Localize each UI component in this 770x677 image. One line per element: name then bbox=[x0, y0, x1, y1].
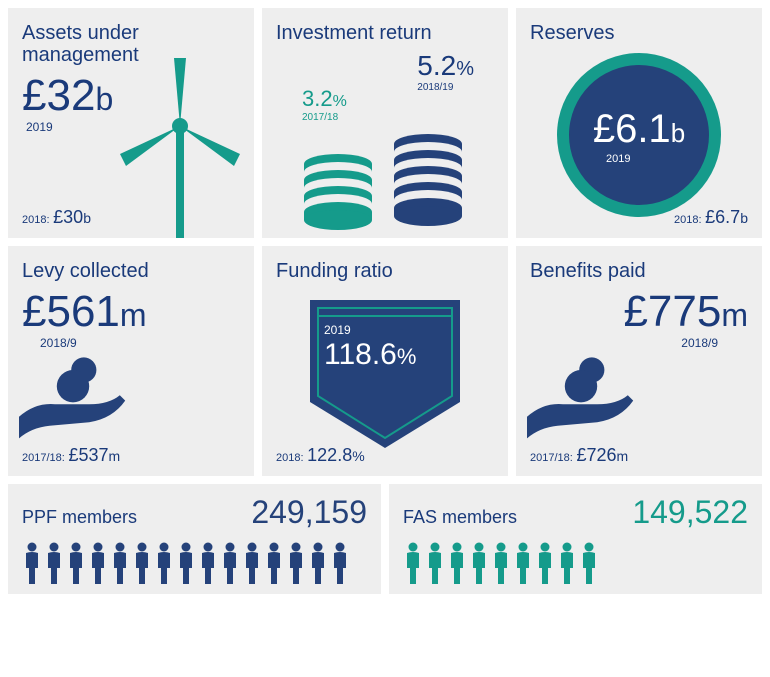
hand-coins-icon bbox=[526, 352, 636, 442]
card-investment-return: Investment return 3.2% 2017/18 5.2% 2018… bbox=[262, 8, 508, 238]
person-icon bbox=[88, 542, 108, 586]
person-icon bbox=[110, 542, 130, 586]
person-icon bbox=[513, 542, 533, 586]
coin-stacks-icon bbox=[290, 102, 480, 232]
person-icon bbox=[132, 542, 152, 586]
card-levy: Levy collected £561m 2018/9 2017/18: £53… bbox=[8, 246, 254, 476]
card-ppf-members: PPF members 249,159 bbox=[8, 484, 381, 594]
person-icon bbox=[154, 542, 174, 586]
person-icon bbox=[447, 542, 467, 586]
benefits-year: 2018/9 bbox=[534, 336, 718, 350]
fas-value: 149,522 bbox=[632, 494, 748, 531]
funding-prev: 2018: 122.8% bbox=[276, 445, 494, 466]
ppf-title: PPF members bbox=[22, 507, 137, 528]
person-icon bbox=[66, 542, 86, 586]
card-aum: Assets under management £32b 2019 2018: … bbox=[8, 8, 254, 238]
ppf-people-icons bbox=[22, 542, 367, 586]
levy-value: £561m bbox=[22, 287, 147, 336]
person-icon bbox=[403, 542, 423, 586]
card-fas-members: FAS members 149,522 bbox=[389, 484, 762, 594]
person-icon bbox=[579, 542, 599, 586]
card-reserves: Reserves £6.1b 2019 £6.1b2019 2018: £6.7… bbox=[516, 8, 762, 238]
levy-year: 2018/9 bbox=[40, 336, 240, 350]
benefits-prev: 2017/18: £726m bbox=[530, 445, 748, 466]
person-icon bbox=[44, 542, 64, 586]
members-row: PPF members 249,159 FAS members 149,522 bbox=[8, 484, 762, 594]
person-icon bbox=[491, 542, 511, 586]
aum-value: £32b bbox=[22, 71, 113, 120]
fas-people-icons bbox=[403, 542, 748, 586]
person-icon bbox=[557, 542, 577, 586]
person-icon bbox=[308, 542, 328, 586]
person-icon bbox=[264, 542, 284, 586]
person-icon bbox=[330, 542, 350, 586]
reserves-circle-icon: £6.1b 2019 bbox=[554, 50, 724, 220]
card-title: Levy collected bbox=[22, 260, 240, 282]
benefits-value: £775m bbox=[623, 287, 748, 336]
card-title: Benefits paid bbox=[530, 260, 748, 282]
svg-text:2019: 2019 bbox=[324, 323, 351, 337]
return-navy-label: 5.2% 2018/19 bbox=[417, 50, 474, 93]
person-icon bbox=[469, 542, 489, 586]
benefits-value-block: £775m 2018/9 bbox=[530, 290, 748, 350]
fas-title: FAS members bbox=[403, 507, 517, 528]
svg-text:2019: 2019 bbox=[606, 153, 630, 165]
card-title: Reserves bbox=[530, 22, 748, 44]
pocket-shield-icon: 2019 118.6% bbox=[300, 294, 470, 454]
hand-coins-icon bbox=[18, 352, 128, 442]
aum-prev: 2018: £30b bbox=[22, 207, 240, 228]
person-icon bbox=[535, 542, 555, 586]
reserves-prev: 2018: £6.7b bbox=[530, 207, 748, 228]
levy-value-block: £561m 2018/9 bbox=[22, 290, 240, 350]
person-icon bbox=[22, 542, 42, 586]
stats-grid: Assets under management £32b 2019 2018: … bbox=[8, 8, 762, 476]
person-icon bbox=[425, 542, 445, 586]
person-icon bbox=[220, 542, 240, 586]
person-icon bbox=[198, 542, 218, 586]
levy-prev: 2017/18: £537m bbox=[22, 445, 240, 466]
ppf-value: 249,159 bbox=[251, 494, 367, 531]
card-title: Funding ratio bbox=[276, 260, 494, 282]
person-icon bbox=[242, 542, 262, 586]
card-benefits: Benefits paid £775m 2018/9 2017/18: £726… bbox=[516, 246, 762, 476]
person-icon bbox=[286, 542, 306, 586]
card-funding: Funding ratio 2019 118.6% 2019118.6% 201… bbox=[262, 246, 508, 476]
person-icon bbox=[176, 542, 196, 586]
card-title: Investment return bbox=[276, 22, 494, 44]
